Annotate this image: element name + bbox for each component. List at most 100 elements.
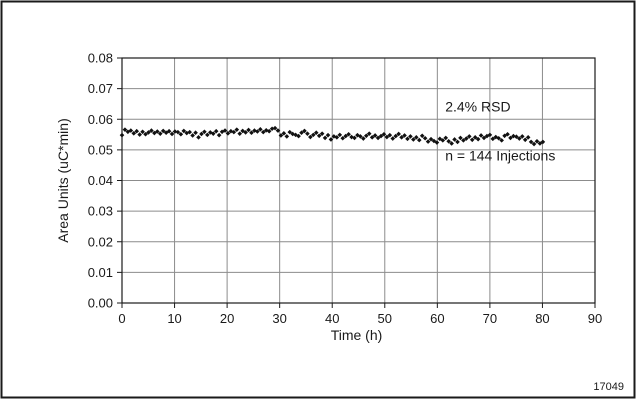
data-point [178,131,184,137]
data-point [331,134,337,139]
data-point [222,128,228,133]
data-point [155,129,160,134]
data-point [537,141,543,146]
y-tick-label: 0.07 [88,81,113,96]
y-tick-label: 0.08 [88,51,113,66]
data-point [255,129,260,134]
data-point [225,131,231,136]
data-point [213,128,219,134]
data-point [517,136,522,141]
data-point [446,139,451,144]
data-point [275,128,281,133]
data-point [187,129,192,135]
y-tick-label: 0.01 [88,265,113,280]
data-point [196,135,201,140]
data-point [316,133,322,139]
y-tick-label: 0.06 [88,112,113,127]
data-point [369,135,375,140]
data-point [146,130,151,135]
data-point [481,135,487,141]
data-point [405,136,410,142]
data-point [514,134,519,140]
data-point [252,128,257,133]
x-tick-label: 70 [483,311,497,326]
data-point [464,136,469,141]
data-point [469,137,475,143]
data-point [128,128,134,133]
data-point [419,133,425,139]
data-point [390,136,396,141]
data-point [290,131,296,137]
injection-count-annotation: n = 144 Injections [445,148,555,164]
data-point [125,129,131,135]
data-point [502,133,507,139]
data-point [522,137,528,143]
data-point [434,140,440,145]
data-point [160,128,166,134]
x-tick-label: 80 [535,311,549,326]
data-point [337,132,343,138]
data-point [334,135,340,140]
data-point [193,130,198,136]
y-axis-title: Area Units (uC*min) [55,118,71,242]
data-point [343,133,348,139]
data-point [490,136,496,142]
data-point [393,133,399,139]
data-point [534,139,540,144]
data-point [240,128,245,134]
data-point [190,133,195,138]
data-point [172,129,178,134]
data-point [519,134,525,139]
data-point [531,141,537,147]
data-point [505,131,510,137]
data-point [272,125,278,131]
data-point [443,135,449,141]
data-point [411,137,416,142]
data-point [266,128,272,134]
data-point [302,128,307,134]
data-point [493,134,499,140]
data-point [328,137,334,142]
data-point [231,129,237,135]
data-point [346,131,351,137]
data-point [431,138,437,144]
data-point [375,135,381,141]
data-point [237,131,243,136]
data-point [143,131,148,137]
data-point [399,135,404,140]
data-points [119,125,546,147]
data-point [308,134,313,140]
data-point [484,133,490,139]
data-point [263,127,269,133]
x-tick-label: 40 [325,311,339,326]
data-point [422,135,428,141]
y-tick-label: 0.02 [88,234,113,249]
data-point [455,139,460,145]
data-point [281,131,287,136]
data-point [508,135,513,141]
data-point [349,134,354,140]
data-point [511,133,516,139]
data-point [461,138,466,143]
data-point [437,136,443,142]
x-tick-label: 50 [378,311,392,326]
data-point [219,129,225,135]
data-point [249,130,254,136]
data-point [205,132,210,138]
data-point [319,131,325,136]
grid [122,58,595,303]
data-point [384,134,390,140]
data-point [478,133,484,138]
data-point [414,135,419,140]
data-point [340,135,346,141]
data-point [496,135,502,141]
y-tick-label: 0.04 [88,173,113,188]
data-point [284,134,290,139]
data-point [458,135,463,141]
rsd-annotation: 2.4% RSD [445,99,510,115]
data-point [525,135,531,140]
data-point [449,141,454,146]
data-point [472,135,478,140]
